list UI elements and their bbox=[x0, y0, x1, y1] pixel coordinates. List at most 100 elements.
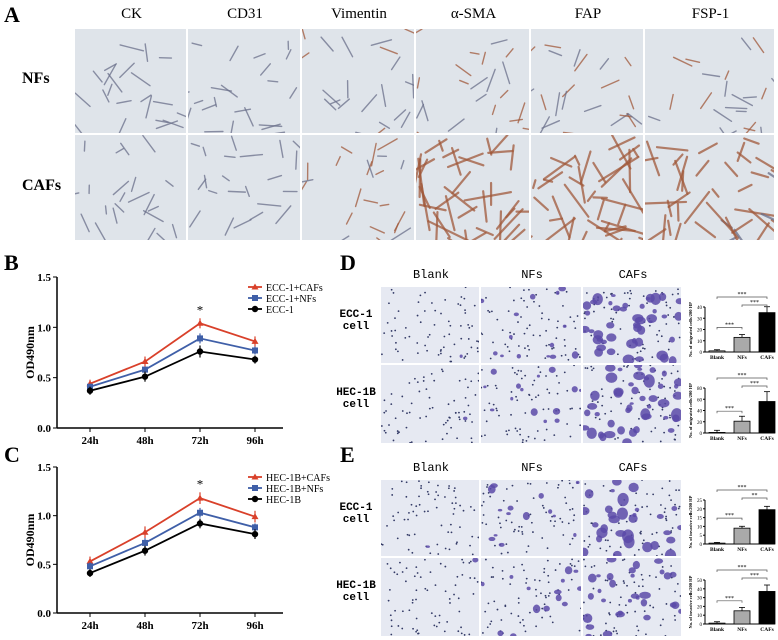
micrograph-nfs-1 bbox=[188, 29, 300, 133]
x-tick-label: 96h bbox=[246, 435, 263, 447]
x-tick-label: Blank bbox=[710, 355, 725, 361]
legend-label-1: ECC-1+NFs bbox=[266, 294, 316, 305]
significance-label: *** bbox=[738, 485, 747, 491]
significance-bracket bbox=[716, 517, 743, 521]
significance-bracket bbox=[741, 497, 768, 500]
data-point bbox=[86, 387, 94, 394]
legend-label-0: ECC-1+CAFs bbox=[266, 283, 323, 294]
significance-label: *** bbox=[738, 292, 747, 298]
data-point bbox=[196, 348, 204, 355]
x-tick-label: CAFs bbox=[760, 627, 773, 633]
column-header-4: FAP bbox=[574, 6, 602, 22]
micrograph-cafs-3 bbox=[416, 135, 529, 240]
data-point bbox=[252, 485, 258, 491]
chart-b-proliferation-ecc1: 0.0 0.5 1.0 1.5 24h 48h 72h 96h OD490nm ECC-1+CAF… bbox=[23, 272, 323, 447]
series-line-0 bbox=[89, 322, 256, 385]
data-point bbox=[252, 347, 258, 354]
panel_e-column-cafs: CAFs bbox=[618, 461, 648, 475]
bar-nfs bbox=[733, 336, 751, 353]
micrograph-cafs-1 bbox=[188, 135, 300, 240]
data-point bbox=[251, 305, 259, 313]
y-tick-label: 10 bbox=[697, 614, 703, 619]
significance-bracket bbox=[716, 377, 768, 380]
significance-label: *** bbox=[738, 373, 747, 379]
data-point bbox=[252, 295, 258, 301]
series-line-0 bbox=[89, 497, 256, 563]
legend-label-0: HEC-1B+CAFs bbox=[266, 473, 330, 484]
bar-blank bbox=[708, 350, 726, 353]
bar-cafs bbox=[758, 401, 776, 434]
bar-nfs bbox=[733, 527, 751, 545]
data-point bbox=[252, 524, 258, 531]
y-tick-label: 50 bbox=[697, 579, 703, 584]
chart-e-ecc1-invasion-bars: 0 5 10 15 20 25 No. of invasive cells/200 HP Bl… bbox=[688, 485, 776, 553]
significance-label: *** bbox=[750, 381, 759, 387]
y-tick-label: 25 bbox=[697, 499, 703, 504]
data-point bbox=[251, 337, 259, 344]
data-point bbox=[197, 335, 203, 342]
micrograph-nfs-3 bbox=[416, 29, 529, 133]
y-tick-label: 0.0 bbox=[37, 423, 51, 435]
panel_e-row-0: ECC-1 cell bbox=[339, 502, 373, 526]
x-tick-label: CAFs bbox=[760, 436, 773, 442]
legend-label-1: HEC-1B+NFs bbox=[266, 484, 323, 495]
bar-blank bbox=[708, 432, 726, 434]
panel_d-micrograph-1-0 bbox=[381, 365, 479, 443]
bar-cafs bbox=[758, 509, 776, 545]
y-tick-label: 40 bbox=[697, 410, 703, 415]
panel_d-column-blank: Blank bbox=[412, 268, 449, 282]
data-point bbox=[141, 547, 149, 554]
panel_d-column-nfs: NFs bbox=[521, 268, 543, 282]
y-tick-label: 1.5 bbox=[37, 462, 51, 474]
y-axis-label: No. of migrated cells/200 HP bbox=[688, 383, 693, 438]
series-line-2 bbox=[89, 522, 256, 574]
data-point bbox=[197, 509, 203, 516]
panel_e-micrograph-1-0 bbox=[381, 558, 479, 636]
y-tick-label: 0 bbox=[700, 432, 703, 437]
significance-label: *** bbox=[725, 322, 734, 328]
chart-e-hec1b-invasion-bars: 0 10 20 30 40 50 No. of invasive cells/200 HP B… bbox=[688, 565, 776, 633]
significance-bracket bbox=[716, 489, 768, 492]
y-tick-label: 20 bbox=[697, 605, 703, 610]
column-header-0: CK bbox=[121, 6, 142, 22]
data-point bbox=[196, 494, 204, 501]
column-header-1: CD31 bbox=[227, 6, 263, 22]
x-tick-label: 72h bbox=[191, 620, 208, 632]
legend-label-2: HEC-1B bbox=[266, 495, 301, 506]
bar-blank bbox=[708, 542, 726, 545]
panel_e-micrograph-0-1 bbox=[481, 480, 581, 556]
x-tick-label: CAFs bbox=[760, 547, 773, 553]
micrograph-nfs-5 bbox=[645, 29, 774, 133]
y-axis-label: No. of invasive cells/200 HP bbox=[688, 575, 693, 628]
series-line-1 bbox=[89, 337, 256, 388]
data-point bbox=[141, 528, 149, 535]
micrograph-nfs-0 bbox=[75, 29, 186, 133]
series-line-1 bbox=[89, 511, 256, 568]
significance-bracket bbox=[741, 577, 768, 580]
y-tick-label: 30 bbox=[697, 317, 703, 322]
y-tick-label: 0.0 bbox=[37, 608, 51, 620]
bar-cafs bbox=[758, 312, 776, 353]
chart-c-proliferation-hec1b: 0.0 0.5 1.0 1.5 24h 48h 72h 96h OD490nm HEC-1B+CA… bbox=[23, 462, 330, 632]
significance-label: *** bbox=[725, 513, 734, 519]
y-tick-label: 0.5 bbox=[37, 559, 51, 571]
panel_d-micrograph-1-2 bbox=[583, 365, 681, 443]
column-header-3: α-SMA bbox=[450, 6, 497, 22]
panel_e-micrograph-0-2 bbox=[583, 480, 681, 556]
y-tick-label: 60 bbox=[697, 398, 703, 403]
data-point bbox=[142, 539, 148, 546]
y-tick-label: 20 bbox=[697, 508, 703, 513]
y-tick-label: 40 bbox=[697, 306, 703, 311]
y-tick-label: 15 bbox=[697, 517, 703, 522]
panel_d-micrograph-0-2 bbox=[583, 287, 681, 363]
panel_e-row-1: HEC-1B cell bbox=[336, 580, 376, 604]
bar-nfs bbox=[733, 420, 751, 434]
x-tick-label: 72h bbox=[191, 435, 208, 447]
significance-bracket bbox=[716, 296, 768, 299]
bar-nfs bbox=[733, 610, 751, 625]
micrograph-nfs-2 bbox=[302, 29, 414, 133]
data-point bbox=[251, 283, 259, 290]
significance-label: *** bbox=[725, 596, 734, 602]
x-tick-label: Blank bbox=[710, 627, 725, 633]
bar-cafs bbox=[758, 591, 776, 625]
